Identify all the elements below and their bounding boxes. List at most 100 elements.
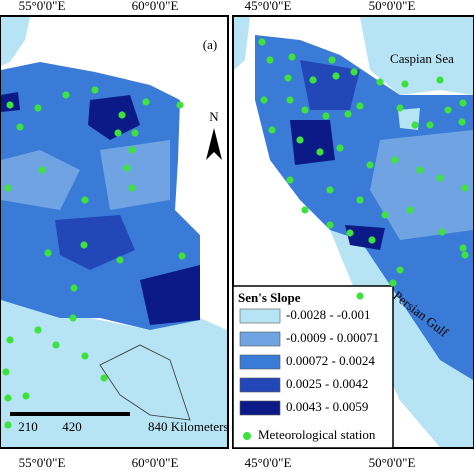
station (328, 56, 336, 64)
station (309, 76, 317, 84)
legend-title: Sen's Slope (238, 290, 301, 305)
station (389, 279, 397, 287)
legend-swatch (239, 308, 281, 324)
station (406, 206, 414, 214)
zone (345, 225, 385, 250)
station (356, 292, 364, 300)
persian-gulf (330, 230, 473, 447)
station (34, 326, 42, 334)
station (326, 186, 334, 194)
station (258, 38, 266, 46)
station (356, 102, 364, 110)
station (356, 196, 364, 204)
station (22, 392, 30, 400)
station (81, 196, 89, 204)
panel-label: (a) (203, 37, 217, 52)
station (123, 164, 131, 172)
coast (99, 344, 191, 421)
legend-swatch (239, 377, 281, 393)
station (459, 244, 467, 252)
station (176, 101, 184, 109)
station (401, 80, 409, 88)
station (376, 78, 384, 86)
station (284, 74, 292, 82)
legend-swatch (239, 400, 281, 416)
station (118, 111, 126, 119)
longitude-label: 60°0'0"E (132, 0, 179, 13)
station (426, 121, 434, 129)
station (288, 53, 296, 61)
station (286, 176, 294, 184)
longitude-label: 45°0'0"E (245, 0, 292, 13)
scale-label: 210 (18, 419, 38, 434)
station (286, 96, 294, 104)
north-label: N (209, 109, 219, 124)
station (436, 174, 444, 182)
station (16, 123, 24, 131)
station (436, 76, 444, 84)
land (1, 62, 200, 330)
station (444, 106, 452, 114)
longitude-label: 50°0'0"E (369, 455, 416, 470)
station (91, 86, 99, 94)
legend-label: -0.0009 - 0.00071 (286, 330, 379, 345)
station (69, 314, 77, 322)
station (178, 252, 186, 260)
sea (1, 17, 30, 66)
legend-swatch (239, 354, 281, 370)
caspian-sea (360, 17, 473, 95)
station (366, 161, 374, 169)
station (2, 368, 10, 376)
station (344, 110, 352, 118)
station (114, 129, 122, 137)
station (458, 118, 466, 126)
station (52, 341, 60, 349)
station (268, 126, 276, 134)
scale-bar (10, 412, 130, 416)
station (301, 106, 309, 114)
legend-station (243, 432, 251, 440)
legend-label: Meteorological station (258, 427, 376, 442)
station (396, 266, 404, 274)
station (461, 184, 469, 192)
station (116, 256, 124, 264)
station (350, 68, 358, 76)
station (44, 249, 52, 257)
station (128, 184, 136, 192)
station (81, 352, 89, 360)
legend-swatch (239, 331, 281, 347)
station (4, 184, 12, 192)
zone (55, 215, 135, 270)
station (142, 98, 150, 106)
station (332, 72, 340, 80)
sea (234, 17, 250, 70)
zone (300, 60, 360, 110)
station (128, 146, 136, 154)
longitude-label: 55°0'0"E (19, 455, 66, 470)
station (411, 121, 419, 129)
station (6, 101, 14, 109)
station (438, 228, 446, 236)
station (38, 166, 46, 174)
legend-label: 0.0043 - 0.0059 (286, 399, 368, 414)
station (100, 374, 108, 382)
longitude-label: 45°0'0"E (245, 455, 292, 470)
station (322, 112, 330, 120)
station (260, 96, 268, 104)
sea-label: Caspian Sea (390, 51, 454, 66)
station (70, 284, 78, 292)
station (316, 148, 324, 156)
station (34, 104, 42, 112)
stations (2, 38, 469, 429)
station (266, 56, 274, 64)
station (368, 236, 376, 244)
station (301, 206, 309, 214)
station (6, 336, 14, 344)
station (459, 99, 467, 107)
station (416, 166, 424, 174)
station (131, 129, 139, 137)
legend: Sen's Slope -0.0028 - -0.001 -0.0009 - 0.… (232, 285, 394, 449)
station (4, 421, 12, 429)
zone (1, 150, 80, 210)
station (346, 229, 354, 237)
